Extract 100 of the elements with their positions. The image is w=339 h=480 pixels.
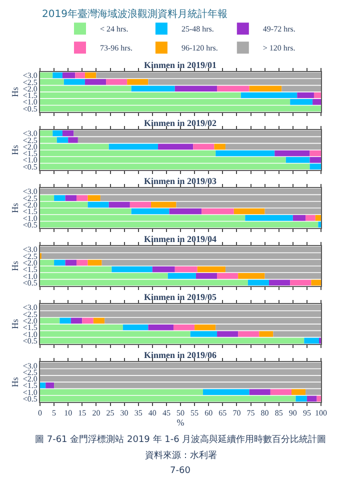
y-tick-label: <1.0	[22, 330, 38, 339]
legend-label: 25-48 hrs.	[181, 24, 214, 34]
x-tick-label: 10	[64, 408, 72, 418]
bar	[248, 280, 270, 286]
bar	[259, 331, 274, 337]
bar	[54, 260, 66, 266]
bar	[122, 324, 148, 330]
y-tick-label: <1.5	[22, 265, 38, 274]
bar	[152, 266, 175, 272]
legend-label: 73-96 hrs.	[100, 44, 132, 53]
bar	[131, 208, 170, 214]
y-tick-label: <1.0	[22, 214, 38, 223]
y-tick-label: <3.0	[22, 303, 38, 312]
y-axis-title: Hs	[10, 318, 20, 330]
y-tick-label: <3.0	[22, 361, 38, 370]
y-tick-label: <1.5	[22, 149, 38, 158]
bar	[249, 86, 282, 92]
x-tick-label: 100	[315, 408, 327, 418]
y-tick-label: <1.0	[22, 388, 38, 397]
bar	[270, 389, 292, 395]
x-tick-label: 15	[78, 408, 86, 418]
bar	[130, 202, 151, 208]
bar	[62, 72, 76, 78]
bar	[193, 144, 214, 150]
chart-title: Kinmen in 2019/02	[144, 118, 218, 128]
legend-label: 49-72 hrs.	[262, 24, 296, 34]
y-tick-label: <0.5	[22, 394, 38, 404]
bar	[70, 318, 82, 324]
bar	[127, 79, 148, 85]
bar	[292, 389, 306, 395]
y-axis-title: Hs	[10, 376, 20, 388]
bar	[174, 86, 218, 92]
bar	[194, 324, 216, 330]
y-tick-label: <1.5	[22, 323, 38, 332]
x-tick-label: 5	[52, 408, 56, 418]
y-tick-label: <2.0	[22, 200, 38, 210]
x-tick-label: 20	[92, 408, 100, 418]
bar	[217, 273, 238, 279]
bar	[296, 396, 307, 402]
bar	[151, 202, 176, 208]
bar	[174, 266, 198, 272]
bar	[40, 382, 46, 388]
y-tick-label: <2.0	[22, 316, 38, 326]
y-tick-label: <2.5	[22, 78, 38, 87]
bar	[65, 195, 77, 201]
y-axis-title: Hs	[10, 86, 20, 97]
bar	[306, 215, 316, 221]
bar	[131, 86, 175, 92]
y-tick-label: <2.5	[22, 310, 38, 319]
y-tick-label: <1.5	[22, 91, 38, 100]
y-tick-label: <3.0	[22, 129, 38, 138]
bar	[88, 202, 109, 208]
text: 2019年臺灣海域波浪觀測資料月統計年報	[42, 8, 228, 20]
bar	[84, 72, 96, 78]
x-tick-label: 95	[302, 408, 311, 418]
x-tick-label: 45	[162, 408, 170, 418]
bar	[269, 280, 290, 286]
bar	[310, 164, 321, 170]
y-tick-label: <0.5	[22, 220, 38, 230]
bar	[274, 150, 310, 156]
bar	[310, 157, 321, 163]
bar	[54, 195, 66, 201]
bar	[168, 273, 196, 279]
bar	[214, 144, 226, 150]
x-tick-label: 75	[246, 408, 255, 418]
bar	[290, 280, 312, 286]
y-tick-label: <1.0	[22, 98, 38, 107]
y-tick-label: <3.0	[22, 245, 38, 254]
y-tick-label: <0.5	[22, 336, 38, 346]
bar	[108, 144, 158, 150]
bar	[88, 195, 100, 201]
x-axis-title: %	[176, 418, 185, 428]
bar	[60, 318, 71, 324]
bar	[249, 389, 270, 395]
bar	[84, 79, 106, 85]
y-tick-label: <2.0	[22, 258, 38, 268]
y-tick-label: <2.5	[22, 136, 38, 145]
y-tick-label: <1.0	[22, 156, 38, 165]
bar	[216, 150, 275, 156]
x-tick-label: 70	[232, 408, 241, 418]
bar	[190, 331, 218, 337]
bar	[76, 195, 88, 201]
caption: 圖 7-61 金門浮標測站 2019 年 1-6 月波高與延續作用時數百分比統計圖	[35, 434, 326, 445]
bar	[217, 86, 250, 92]
y-axis-title: Hs	[10, 260, 20, 272]
bar	[310, 150, 321, 156]
bar	[306, 396, 317, 402]
bar	[286, 157, 310, 163]
y-tick-label: <0.5	[22, 104, 38, 114]
bar	[234, 208, 265, 214]
chart-title: Kinmen in 2019/05	[144, 292, 218, 302]
bar	[169, 208, 202, 214]
x-tick-label: 65	[218, 408, 227, 418]
x-tick-label: 60	[204, 408, 213, 418]
x-tick-label: 85	[274, 408, 283, 418]
y-tick-label: <3.0	[22, 187, 38, 196]
bar	[318, 222, 321, 228]
y-tick-label: <2.5	[22, 194, 38, 203]
bar	[173, 324, 195, 330]
x-tick-label: 80	[260, 408, 269, 418]
